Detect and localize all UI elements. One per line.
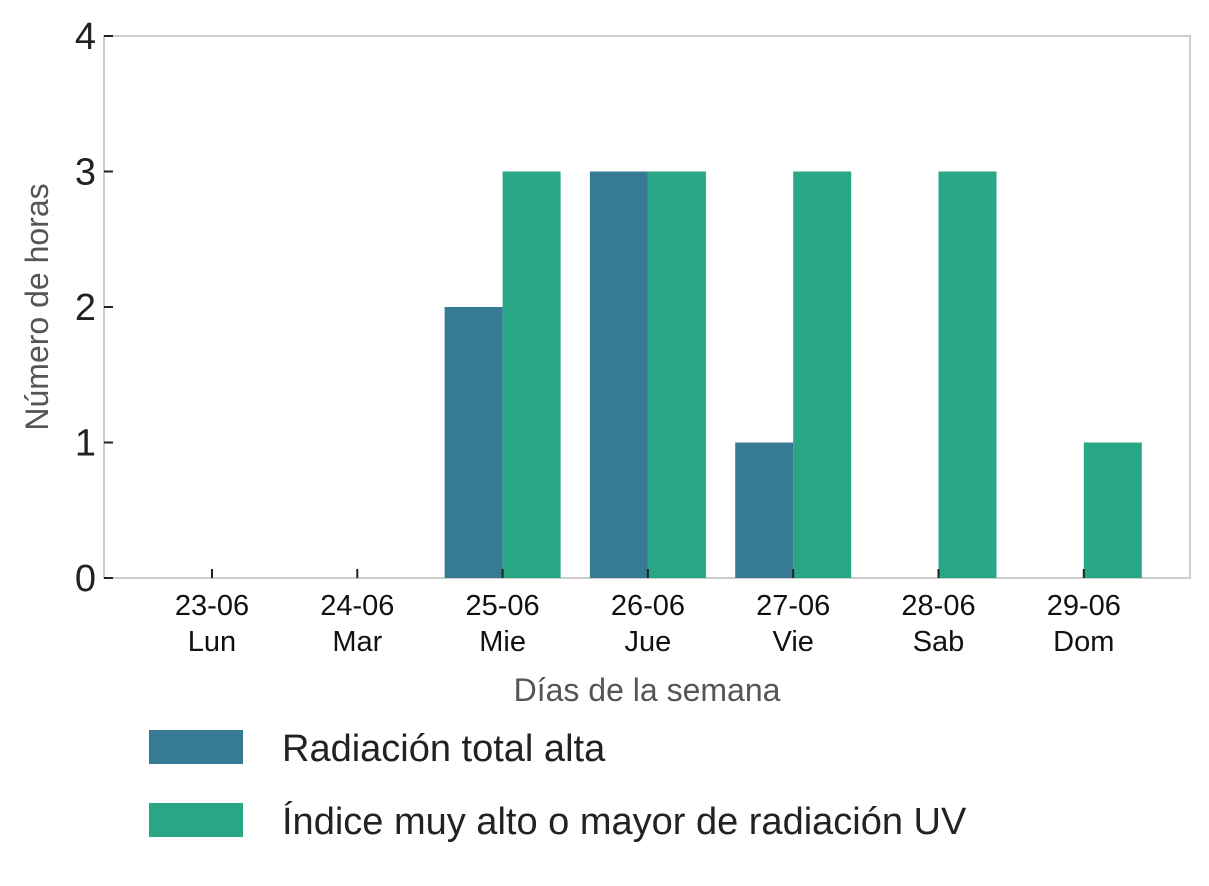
x-tick-label-day: Sab: [913, 626, 965, 658]
legend-label-2: Índice muy alto o mayor de radiación UV: [282, 800, 967, 843]
x-axis-label: Días de la semana: [514, 672, 781, 708]
bar-series-2-25-06: [502, 171, 561, 578]
y-tick-label: 1: [75, 423, 96, 465]
bar-series-2-28-06: [938, 171, 997, 578]
bar-series-2-27-06: [793, 171, 852, 578]
x-tick-label-date: 26-06: [611, 590, 685, 622]
bar-series-2-29-06: [1083, 442, 1142, 578]
y-axis-label: Número de horas: [19, 183, 55, 430]
x-axis-ticks: 23-06 Lun 24-06 Mar 25-06 Mie 26-06 Jue 27-06 Vie…: [175, 569, 1121, 658]
legend: Radiación total alta Índice muy alto o ma…: [149, 728, 967, 843]
bars-group: [444, 171, 1142, 578]
bar-series-2-26-06: [647, 171, 706, 578]
legend-swatch-1: [149, 730, 243, 764]
bar-series-1-25-06: [444, 307, 503, 578]
legend-label-1: Radiación total alta: [282, 728, 606, 770]
x-tick-label-day: Mie: [479, 626, 526, 658]
x-tick-label-date: 27-06: [756, 590, 830, 622]
x-tick-label-date: 25-06: [466, 590, 540, 622]
x-tick-label-day: Vie: [773, 626, 814, 658]
y-tick-label: 3: [75, 152, 96, 194]
bar-series-1-27-06: [735, 442, 794, 578]
x-tick-label-day: Dom: [1053, 626, 1114, 658]
x-tick-label-day: Mar: [332, 626, 382, 658]
y-axis-ticks: 0 1 2 3 4: [75, 16, 113, 600]
x-tick-label-day: Lun: [188, 626, 236, 658]
bar-series-1-26-06: [589, 171, 648, 578]
x-tick-label-date: 24-06: [320, 590, 394, 622]
x-tick-label-date: 28-06: [901, 590, 975, 622]
x-tick-label-date: 23-06: [175, 590, 249, 622]
y-tick-label: 2: [75, 287, 96, 329]
y-tick-label: 0: [75, 558, 96, 600]
x-tick-label-day: Jue: [625, 626, 672, 658]
x-tick-label-date: 29-06: [1047, 590, 1121, 622]
legend-swatch-2: [149, 803, 243, 837]
y-tick-label: 4: [75, 16, 96, 58]
